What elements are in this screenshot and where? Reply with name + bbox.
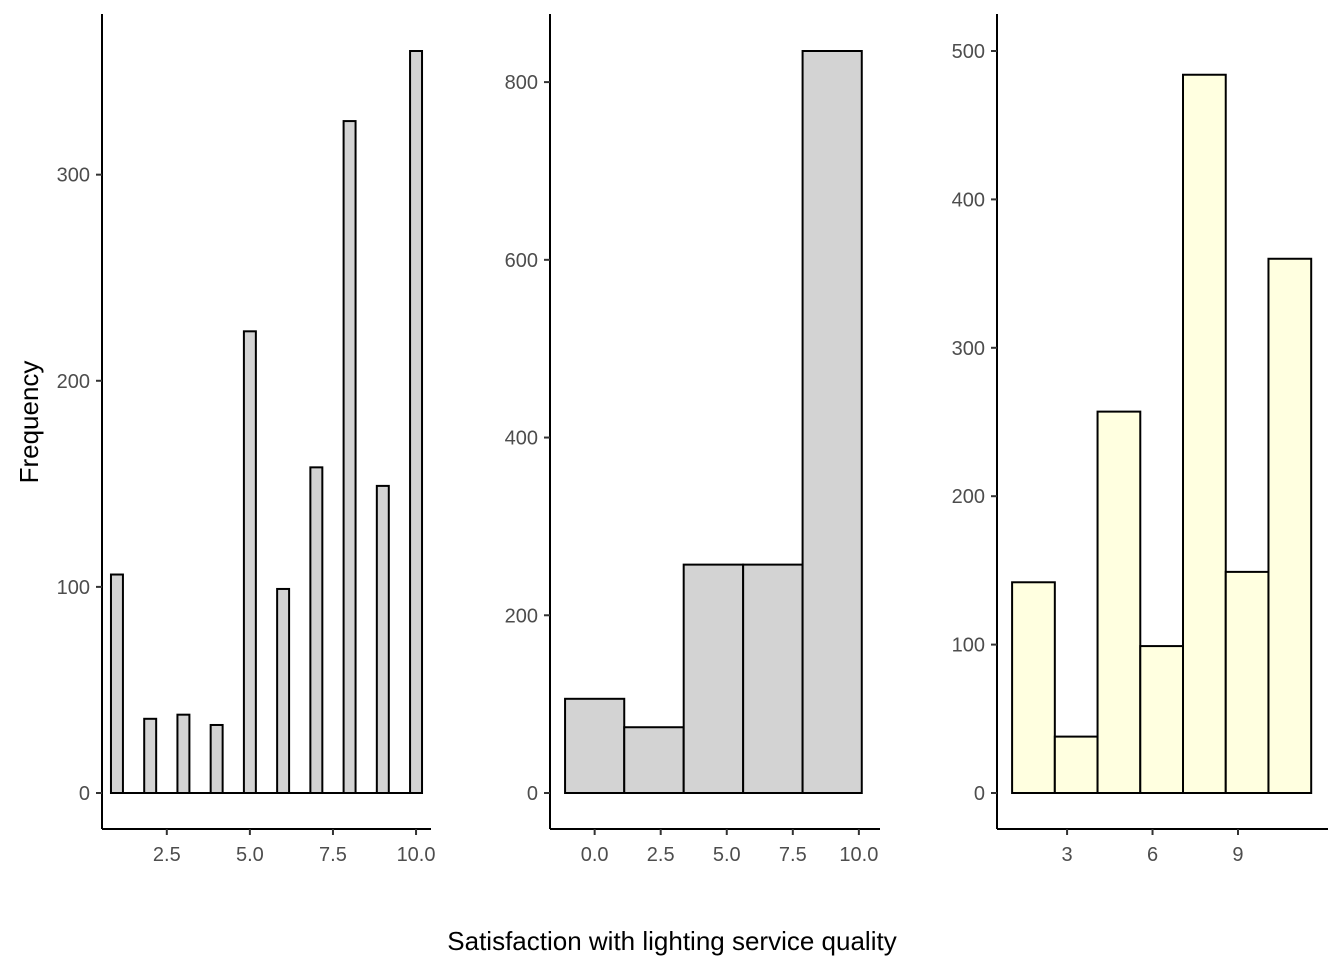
y-tick-label: 0 [527, 783, 538, 805]
y-tick-label: 600 [505, 250, 538, 272]
x-tick-label: 3 [1062, 844, 1073, 866]
y-tick-label: 800 [505, 72, 538, 94]
y-tick-label: 0 [974, 783, 985, 805]
y-tick-label: 100 [57, 577, 90, 599]
bar-6 [276, 587, 291, 795]
bar-7 [1267, 257, 1313, 794]
x-axis-title: Satisfaction with lighting service quali… [447, 926, 896, 956]
y-axis-title: Frequency [14, 361, 44, 484]
bar-1 [564, 697, 626, 794]
x-tick-label: 5.0 [713, 844, 741, 866]
bar-3 [682, 563, 745, 795]
y-tick-label: 200 [952, 486, 985, 508]
x-tick-label: 0.0 [581, 844, 609, 866]
bar-5 [1182, 73, 1227, 794]
y-tick-label: 100 [952, 635, 985, 657]
bar-7 [309, 466, 324, 794]
bar-9 [375, 484, 390, 794]
x-tick-label: 6 [1147, 844, 1158, 866]
bar-6 [1224, 570, 1270, 794]
bar-10 [409, 50, 424, 794]
x-tick-label: 7.5 [319, 844, 347, 866]
y-tick-label: 200 [505, 605, 538, 627]
bar-3 [1096, 410, 1142, 794]
bar-1 [109, 573, 124, 794]
x-tick-label: 10.0 [397, 844, 436, 866]
panel-2: 0 200 400 600 800 0.0 2.5 5.0 7.5 10.0 [505, 14, 880, 866]
bar-4 [742, 563, 804, 795]
bar-3 [176, 713, 191, 795]
y-tick-label: 300 [952, 338, 985, 360]
bar-5 [801, 50, 863, 794]
bar-2 [623, 726, 685, 795]
bar-4 [209, 723, 224, 795]
panel-3: 0 100 200 300 400 500 3 6 9 [952, 14, 1328, 866]
y-tick-label: 300 [57, 165, 90, 187]
bar-2 [143, 717, 158, 794]
bar-5 [242, 330, 257, 794]
x-tick-label: 9 [1232, 844, 1243, 866]
x-tick-label: 2.5 [647, 844, 675, 866]
x-tick-label: 5.0 [236, 844, 264, 866]
bar-1 [1011, 581, 1056, 794]
x-tick-label: 10.0 [839, 844, 878, 866]
bar-8 [342, 120, 357, 795]
y-tick-label: 400 [952, 189, 985, 211]
y-tick-label: 400 [505, 428, 538, 450]
y-tick-label: 200 [57, 371, 90, 393]
panel-1: 0 100 200 300 2.5 5.0 7.5 10.0 [57, 14, 436, 866]
bar-2 [1053, 735, 1099, 794]
bar-4 [1139, 645, 1185, 794]
x-tick-label: 7.5 [779, 844, 807, 866]
y-tick-label: 500 [952, 41, 985, 63]
x-tick-label: 2.5 [153, 844, 181, 866]
y-tick-label: 0 [79, 783, 90, 805]
